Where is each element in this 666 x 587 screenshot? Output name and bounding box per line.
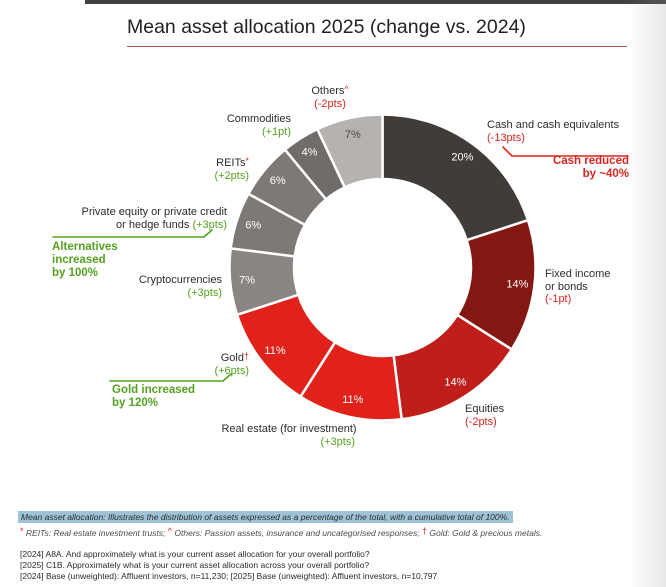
donut-pct-fixed-income: 14% xyxy=(506,279,528,291)
label-gold-change: (+6pts) xyxy=(214,364,249,377)
donut-segment-reits xyxy=(246,147,328,227)
donut-pct-private-equity: 6% xyxy=(245,219,261,231)
label-real-estate: Real estate (for investment) (+3pts) xyxy=(219,423,359,448)
donut-pct-others: 7% xyxy=(345,129,361,141)
label-fixed-income: Fixed income or bonds (-1pt) xyxy=(545,268,610,306)
label-cryptocurrencies: Cryptocurrencies (+3pts) xyxy=(139,274,222,299)
footnote-abbreviations: * REITs: Real estate investment trusts; … xyxy=(20,526,543,538)
label-reits: REITs* (+2pts) xyxy=(214,155,249,182)
label-others-change: (-2pts) xyxy=(314,97,346,110)
donut-segment-commodities xyxy=(283,127,347,202)
donut-segment-fixed-income xyxy=(455,218,537,352)
bracket-alternatives-increased xyxy=(52,229,213,238)
donut-pct-real-estate: 11% xyxy=(342,394,363,406)
label-cryptocurrencies-name: Cryptocurrencies xyxy=(138,274,222,286)
label-equities-name: Equities xyxy=(465,403,505,415)
callout-cash-reduced: Cash reduced by ~40% xyxy=(552,155,629,180)
label-others-name: Others xyxy=(311,85,345,97)
right-edge-gradient xyxy=(628,0,666,587)
label-cash-change: (-13pts) xyxy=(487,131,525,144)
label-equities: Equities (-2pts) xyxy=(465,403,504,428)
survey-base: [2024] Base (unweighted): Affluent inves… xyxy=(20,571,438,581)
label-fixed-income-change: (-1pt) xyxy=(545,293,572,305)
label-gold-marker: † xyxy=(243,351,249,361)
label-gold: Gold† (+6pts) xyxy=(214,350,249,377)
label-commodities-change: (+1pt) xyxy=(261,125,291,138)
label-cash-name: Cash and cash equivalents xyxy=(487,119,620,131)
label-others-marker: ^ xyxy=(344,84,349,94)
donut-segment-cryptocurrencies xyxy=(228,246,300,317)
donut-pct-equities: 14% xyxy=(444,376,466,388)
donut-pct-cash: 20% xyxy=(451,151,473,163)
title-underline xyxy=(127,46,627,47)
label-reits-marker: * xyxy=(245,156,249,166)
label-others: Others^ (-2pts) xyxy=(295,83,365,110)
label-private-equity-change: (+3pts) xyxy=(192,218,227,231)
donut-pct-cryptocurrencies: 7% xyxy=(239,274,255,286)
top-border-line xyxy=(85,0,666,4)
label-gold-name: Gold xyxy=(220,352,244,364)
survey-question-2025: [2025] C1B. Approximately what is your c… xyxy=(20,560,370,570)
donut-pct-gold: 11% xyxy=(264,345,285,357)
donut-pct-commodities: 4% xyxy=(302,147,318,159)
survey-source-lines: [2024] A8A. And approximately what is yo… xyxy=(20,549,437,582)
page-title: Mean asset allocation 2025 (change vs. 2… xyxy=(127,16,526,38)
label-private-equity-name2: or hedge funds (+3pts) xyxy=(116,218,227,231)
label-private-equity: Private equity or private credit or hedg… xyxy=(81,206,227,231)
footnote-definition: Mean asset allocation: Illustrates the d… xyxy=(18,511,513,523)
label-commodities-name: Commodities xyxy=(226,113,291,125)
donut-segment-others xyxy=(315,113,384,190)
label-private-equity-name: Private equity or private credit xyxy=(81,206,227,218)
donut-segment-real-estate xyxy=(298,340,404,422)
label-reits-name: REITs xyxy=(216,157,246,169)
label-fixed-income-name: Fixed income xyxy=(545,268,611,280)
label-real-estate-name: Real estate (for investment) xyxy=(221,423,357,435)
bracket-gold-increased xyxy=(109,373,232,382)
survey-question-2024: [2024] A8A. And approximately what is yo… xyxy=(20,549,370,559)
donut-pct-reits: 6% xyxy=(270,175,286,187)
label-fixed-income-name2: or bonds xyxy=(545,280,588,293)
label-real-estate-change: (+3pts) xyxy=(320,435,355,448)
label-cash: Cash and cash equivalents (-13pts) xyxy=(487,119,619,144)
donut-segment-private-equity xyxy=(229,192,307,258)
label-equities-change: (-2pts) xyxy=(465,415,497,428)
label-cryptocurrencies-change: (+3pts) xyxy=(187,286,222,299)
label-reits-change: (+2pts) xyxy=(214,169,249,182)
callout-alternatives-increased: Alternatives increased by 100% xyxy=(52,241,118,279)
donut-segment-gold xyxy=(235,293,337,399)
label-commodities: Commodities (+1pt) xyxy=(227,113,291,138)
callout-gold-increased: Gold increased by 120% xyxy=(112,384,196,409)
